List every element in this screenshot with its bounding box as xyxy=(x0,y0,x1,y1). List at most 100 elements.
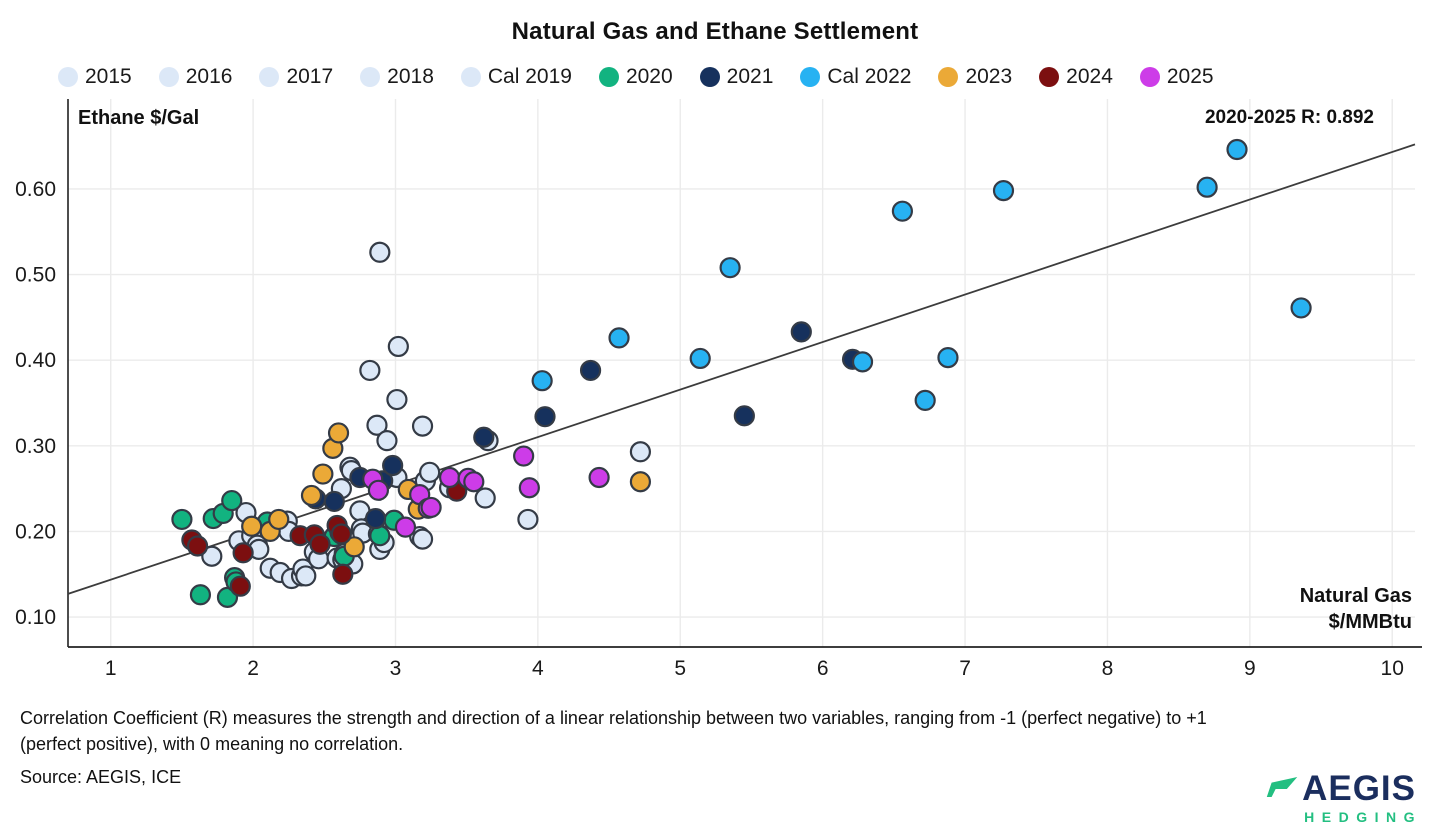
legend-marker-icon xyxy=(1139,67,1160,87)
y-tick-label: 0.30 xyxy=(15,435,56,458)
data-point-2023 xyxy=(312,463,334,485)
data-point-2020 xyxy=(221,489,243,512)
legend-label: 2025 xyxy=(1166,65,1214,88)
data-point-2020 xyxy=(369,525,391,547)
data-point-cal-2022 xyxy=(1290,297,1312,319)
legend-item-2024[interactable]: 2024 xyxy=(1039,65,1113,89)
correlation-annotation: 2020-2025 R: 0.892 xyxy=(1205,107,1374,128)
data-point-2018 xyxy=(369,241,391,263)
scatter-chart: 1 2 3 4 5 6 7 8 9 10 0.10 0.20 0.30 0.40 0.50 0.60 Ethan… xyxy=(0,94,1430,689)
data-point-cal-2019 xyxy=(474,487,496,509)
data-point-2021 xyxy=(790,321,812,343)
data-point-2023 xyxy=(241,515,263,537)
legend-label: 2018 xyxy=(387,65,434,88)
data-point-cal-2019 xyxy=(517,508,539,531)
y-tick-label: 0.20 xyxy=(15,520,56,543)
y-tick-label: 0.50 xyxy=(15,264,56,287)
data-point-2024 xyxy=(232,542,254,564)
legend-marker-icon xyxy=(360,67,381,87)
data-point-2023 xyxy=(300,484,323,507)
legend-item-2021[interactable]: 2021 xyxy=(699,65,774,89)
data-point-2025 xyxy=(439,466,461,489)
legend-marker-icon xyxy=(58,67,78,87)
data-point-2023 xyxy=(343,536,365,558)
legend-item-2020[interactable]: 2020 xyxy=(598,65,673,89)
correlation-footnote: Correlation Coefficient (R) measures the… xyxy=(20,708,1207,755)
data-point-2025 xyxy=(420,496,442,519)
data-point-cal-2022 xyxy=(719,257,741,279)
legend-marker-icon xyxy=(1039,67,1060,87)
data-point-cal-2022 xyxy=(891,200,913,222)
data-point-2021 xyxy=(733,405,755,427)
legend-item-2015[interactable]: 2015 xyxy=(58,65,132,89)
data-point-cal-2019 xyxy=(629,441,652,463)
data-point-2025 xyxy=(518,477,540,499)
data-point-2024 xyxy=(186,535,209,557)
data-point-2021 xyxy=(382,454,404,477)
data-point-2023 xyxy=(268,508,290,531)
data-point-2025 xyxy=(463,471,485,493)
legend-label: 2021 xyxy=(726,65,774,88)
data-point-2023 xyxy=(629,471,652,493)
data-point-2025 xyxy=(513,445,535,467)
x-tick-label: 8 xyxy=(1102,657,1114,680)
data-point-2021 xyxy=(473,426,495,448)
data-point-2017 xyxy=(359,359,381,382)
aegis-logo: AEGIS HEDGING xyxy=(1266,771,1416,825)
legend-label: Cal 2019 xyxy=(487,65,572,88)
logo-subtitle: HEDGING xyxy=(1304,809,1422,825)
legend-label: 2015 xyxy=(85,65,132,88)
aegis-chevron-icon xyxy=(1266,776,1298,797)
data-point-2021 xyxy=(323,490,345,513)
x-tick-label: 6 xyxy=(817,657,829,680)
legend-item-cal-2019[interactable]: Cal 2019 xyxy=(460,65,572,89)
data-point-2016 xyxy=(295,565,317,587)
x-tick-label: 1 xyxy=(105,657,117,680)
y-axis-title: Ethane $/Gal xyxy=(78,107,199,129)
page-title: Natural Gas and Ethane Settlement xyxy=(511,18,919,45)
legend-label: 2020 xyxy=(625,65,673,88)
x-tick-label: 7 xyxy=(959,657,971,680)
data-point-2025 xyxy=(394,516,417,538)
legend-item-2018[interactable]: 2018 xyxy=(360,65,434,89)
data-point-2024 xyxy=(332,563,354,585)
legend-item-2016[interactable]: 2016 xyxy=(158,65,233,89)
data-point-cal-2022 xyxy=(1196,176,1218,198)
x-tick-label: 3 xyxy=(390,657,402,680)
x-tick-label: 9 xyxy=(1244,657,1256,680)
data-point-2020 xyxy=(189,584,212,606)
data-point-2024 xyxy=(309,533,331,555)
legend-item-2023[interactable]: 2023 xyxy=(938,65,1012,89)
data-point-2021 xyxy=(534,406,556,428)
data-point-cal-2022 xyxy=(937,346,959,369)
data-point-2025 xyxy=(367,479,390,501)
data-point-2025 xyxy=(588,466,610,489)
data-point-cal-2022 xyxy=(914,389,936,411)
data-point-cal-2022 xyxy=(689,347,711,370)
legend-marker-icon xyxy=(699,67,720,87)
data-point-cal-2022 xyxy=(531,370,553,392)
x-axis-title: Natural Gas xyxy=(1300,585,1412,607)
legend-marker-icon xyxy=(598,67,619,87)
x-tick-label: 10 xyxy=(1381,657,1404,680)
legend-label: 2024 xyxy=(1066,65,1113,88)
data-point-cal-2022 xyxy=(608,327,630,349)
data-point-cal-2022 xyxy=(1226,138,1248,161)
legend-item-2017[interactable]: 2017 xyxy=(259,65,333,89)
data-point-2024 xyxy=(229,575,251,597)
legend-marker-icon xyxy=(259,67,280,87)
data-point-2021 xyxy=(364,507,387,530)
legend-marker-icon xyxy=(158,67,179,87)
source-text: Source: AEGIS, ICE xyxy=(20,767,182,788)
legend-marker-icon xyxy=(460,67,481,87)
data-point-2018 xyxy=(376,430,398,452)
data-point-cal-2019 xyxy=(411,415,434,437)
scatter-plot-canvas: 1 2 3 4 5 6 7 8 9 10 0.10 0.20 0.30 0.40 0.50 0.60 Ethan… xyxy=(15,99,1422,680)
legend-item-cal-2022[interactable]: Cal 2022 xyxy=(800,65,911,89)
legend-label: 2016 xyxy=(185,65,233,88)
data-point-2018 xyxy=(366,414,388,436)
data-point-2023 xyxy=(327,422,350,444)
legend-item-2025[interactable]: 2025 xyxy=(1139,65,1214,89)
data-point-2021 xyxy=(579,359,602,382)
data-point-2018 xyxy=(387,335,409,358)
